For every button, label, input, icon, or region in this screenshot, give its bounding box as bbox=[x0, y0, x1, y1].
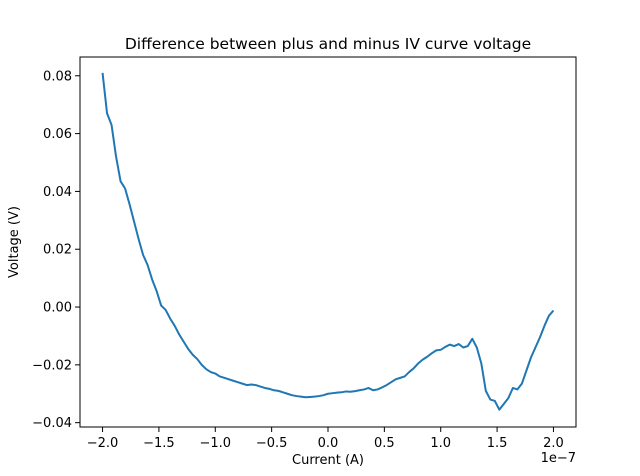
y-tick-label: 0.00 bbox=[43, 301, 72, 316]
y-axis-label: Voltage (V) bbox=[7, 206, 22, 278]
y-axis: −0.04 −0.02 0.00 0.02 0.04 0.06 0.08 bbox=[32, 69, 80, 431]
plot-area-frame bbox=[79, 56, 577, 428]
x-tick-label: −0.5 bbox=[256, 436, 288, 451]
y-tick-label: 0.06 bbox=[43, 127, 72, 142]
x-axis: −2.0 −1.5 −1.0 −0.5 0.0 0.5 1.0 1.5 2.0 bbox=[87, 427, 564, 451]
x-axis-offset-text: 1e−7 bbox=[541, 451, 576, 466]
series-line bbox=[101, 72, 555, 411]
x-tick-label: 1.5 bbox=[487, 436, 508, 451]
x-tick-label: 0.5 bbox=[374, 436, 395, 451]
y-tick-label: 0.02 bbox=[43, 243, 72, 258]
y-tick-label: 0.08 bbox=[43, 69, 72, 84]
x-tick-label: −1.5 bbox=[143, 436, 175, 451]
y-tick-label: −0.02 bbox=[32, 358, 72, 373]
y-tick-label: −0.04 bbox=[32, 416, 72, 431]
chart-title: Difference between plus and minus IV cur… bbox=[125, 35, 531, 53]
x-tick-label: 0.0 bbox=[318, 436, 339, 451]
x-tick-label: −1.0 bbox=[199, 436, 231, 451]
y-tick-label: 0.04 bbox=[43, 185, 72, 200]
x-tick-label: 1.0 bbox=[430, 436, 451, 451]
x-tick-label: 2.0 bbox=[543, 436, 564, 451]
x-axis-label: Current (A) bbox=[292, 453, 364, 468]
x-tick-label: −2.0 bbox=[87, 436, 119, 451]
